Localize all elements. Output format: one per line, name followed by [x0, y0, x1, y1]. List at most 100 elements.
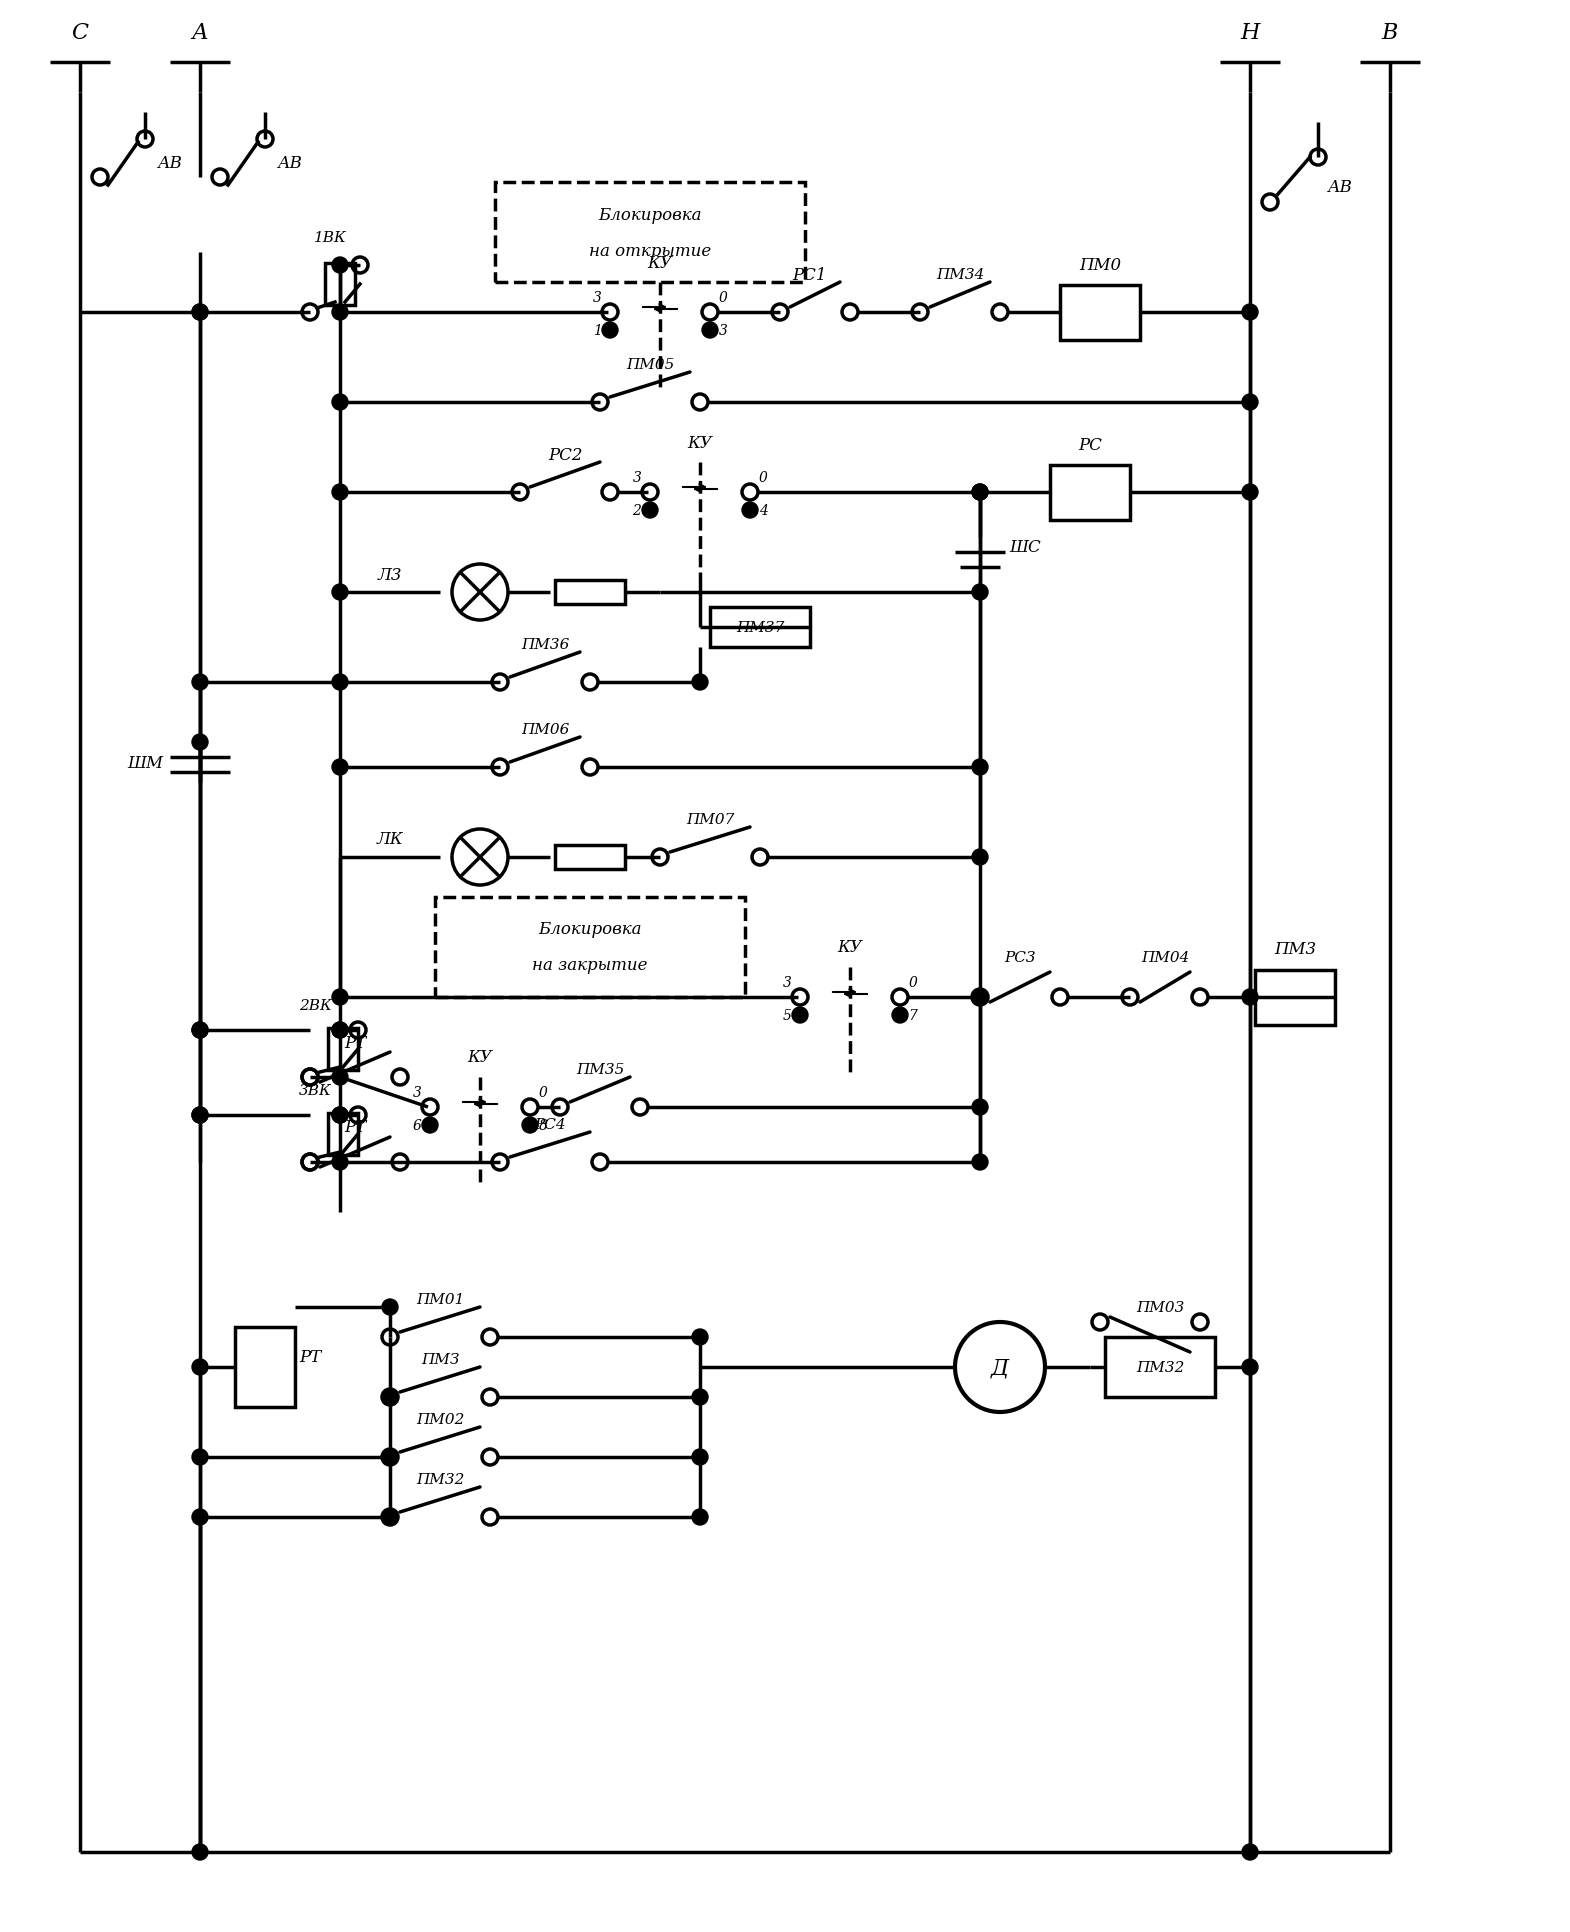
Text: на закрытие: на закрытие: [532, 956, 648, 974]
Circle shape: [972, 485, 988, 500]
Text: 3: 3: [633, 471, 642, 485]
Text: 1: 1: [592, 325, 601, 338]
Circle shape: [331, 989, 349, 1005]
Text: РС4: РС4: [534, 1117, 565, 1132]
Text: РТ: РТ: [344, 1119, 366, 1136]
Text: ПМ02: ПМ02: [416, 1412, 465, 1426]
Text: 8: 8: [539, 1119, 548, 1132]
Text: ПМ0: ПМ0: [1079, 257, 1121, 272]
Circle shape: [331, 1070, 349, 1086]
Text: 3: 3: [592, 292, 601, 305]
Text: РС2: РС2: [548, 446, 582, 464]
Text: КУ: КУ: [468, 1049, 493, 1066]
Text: 5: 5: [782, 1009, 791, 1022]
Circle shape: [1242, 1360, 1258, 1376]
Text: КУ: КУ: [647, 255, 672, 270]
Text: ПМЗ: ПМЗ: [421, 1352, 458, 1366]
Text: 3: 3: [782, 976, 791, 989]
Text: ШМ: ШМ: [127, 753, 163, 771]
Text: ПМ04: ПМ04: [1141, 951, 1188, 964]
Circle shape: [1242, 305, 1258, 321]
Text: Л3: Л3: [378, 566, 402, 583]
Bar: [435, 898, 746, 997]
Circle shape: [192, 734, 207, 752]
Circle shape: [692, 1509, 708, 1524]
Text: РС3: РС3: [1005, 951, 1036, 964]
Text: 7: 7: [909, 1009, 917, 1022]
Circle shape: [972, 759, 988, 775]
Circle shape: [692, 1329, 708, 1345]
Bar: [556, 582, 625, 605]
Circle shape: [331, 1107, 349, 1122]
Circle shape: [382, 1389, 399, 1405]
Text: АВ: АВ: [278, 155, 303, 172]
Circle shape: [601, 323, 619, 338]
Circle shape: [331, 394, 349, 412]
Text: ПМ36: ПМ36: [521, 638, 570, 651]
Circle shape: [331, 674, 349, 690]
Text: на открытие: на открытие: [589, 242, 711, 259]
Circle shape: [1242, 485, 1258, 500]
Text: Блокировка: Блокировка: [539, 922, 642, 939]
Circle shape: [192, 1022, 207, 1039]
Circle shape: [331, 759, 349, 775]
Circle shape: [331, 305, 349, 321]
Text: 4: 4: [758, 504, 768, 518]
Circle shape: [192, 674, 207, 690]
Circle shape: [1242, 1843, 1258, 1861]
Text: РС: РС: [1079, 437, 1102, 454]
Circle shape: [192, 1107, 207, 1122]
Circle shape: [331, 1022, 349, 1039]
Text: 6: 6: [413, 1119, 421, 1132]
Circle shape: [331, 585, 349, 601]
Circle shape: [692, 674, 708, 690]
Circle shape: [692, 1449, 708, 1464]
Text: ПМ07: ПМ07: [686, 813, 735, 827]
Bar: [325, 265, 355, 305]
Circle shape: [972, 850, 988, 866]
Circle shape: [892, 1007, 907, 1024]
Bar: [1060, 286, 1140, 340]
Circle shape: [382, 1449, 399, 1464]
Text: В: В: [1382, 21, 1399, 44]
Circle shape: [331, 1107, 349, 1122]
Text: ПМ3: ПМ3: [1273, 941, 1316, 958]
Circle shape: [1242, 394, 1258, 412]
Circle shape: [192, 1449, 207, 1464]
Text: 3: 3: [719, 325, 727, 338]
Circle shape: [791, 1007, 809, 1024]
Text: РС1: РС1: [793, 267, 827, 284]
Circle shape: [192, 1022, 207, 1039]
Text: А: А: [192, 21, 209, 44]
Text: 0: 0: [758, 471, 768, 485]
Bar: [710, 609, 810, 647]
Bar: [556, 846, 625, 869]
Text: 1ВК: 1ВК: [314, 232, 347, 245]
Text: С: С: [72, 21, 88, 44]
Text: ПМ05: ПМ05: [626, 357, 674, 371]
Text: КУ: КУ: [688, 435, 713, 452]
Text: ПМ06: ПМ06: [521, 723, 570, 736]
Text: ЛК: ЛК: [377, 831, 403, 848]
Circle shape: [331, 257, 349, 274]
Circle shape: [192, 305, 207, 321]
Bar: [1105, 1337, 1215, 1397]
Circle shape: [642, 502, 658, 518]
Text: ПМ37: ПМ37: [736, 620, 783, 636]
Text: ПМ32: ПМ32: [416, 1472, 465, 1486]
Circle shape: [382, 1300, 399, 1316]
Circle shape: [692, 1389, 708, 1405]
Circle shape: [192, 1843, 207, 1861]
Text: 0: 0: [719, 292, 727, 305]
Text: ПМ32: ПМ32: [1135, 1360, 1184, 1374]
Text: Блокировка: Блокировка: [598, 207, 702, 224]
Text: ПМ35: ПМ35: [576, 1063, 625, 1076]
Circle shape: [521, 1117, 539, 1134]
Circle shape: [972, 989, 988, 1005]
Circle shape: [192, 305, 207, 321]
Bar: [1050, 466, 1130, 520]
Circle shape: [192, 1107, 207, 1122]
Circle shape: [702, 323, 717, 338]
Text: ПМ01: ПМ01: [416, 1293, 465, 1306]
Bar: [1254, 970, 1334, 1026]
